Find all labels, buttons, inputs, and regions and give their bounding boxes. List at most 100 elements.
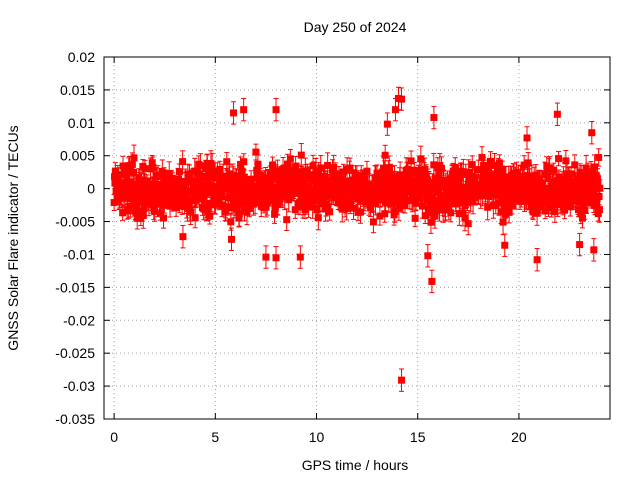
data-point (140, 205, 148, 213)
y-axis-label: GNSS Solar Flare indicator / TECUs (5, 125, 21, 350)
data-point (529, 208, 537, 216)
data-point (425, 205, 433, 213)
data-point (461, 214, 469, 222)
data-point (301, 205, 309, 213)
y-tick-label: 0.02 (68, 49, 95, 65)
data-point (119, 209, 127, 217)
x-tick-label: 15 (410, 429, 426, 445)
data-point (499, 179, 507, 187)
data-point (451, 174, 459, 182)
data-point (417, 155, 425, 163)
data-point (583, 197, 591, 205)
data-point (367, 204, 375, 212)
data-point (422, 190, 430, 198)
data-point (429, 178, 437, 186)
data-point (447, 209, 455, 217)
data-point (398, 95, 406, 103)
data-point (266, 192, 274, 200)
data-point (160, 214, 168, 222)
data-point (283, 178, 291, 186)
data-point (281, 193, 289, 201)
data-point (369, 218, 377, 226)
data-point (448, 195, 456, 203)
data-point (524, 159, 532, 167)
data-point (169, 179, 177, 187)
data-point (179, 158, 187, 166)
data-point (360, 175, 368, 183)
data-point (317, 164, 325, 172)
data-point (405, 172, 413, 180)
data-point (245, 205, 253, 213)
data-point (455, 210, 463, 218)
data-point (387, 200, 395, 208)
data-point (168, 198, 176, 206)
data-point (571, 161, 579, 169)
data-point (404, 165, 412, 173)
data-point (341, 177, 349, 185)
y-tick-label: -0.01 (63, 246, 95, 262)
data-point (391, 106, 399, 114)
data-point (251, 199, 259, 207)
data-point (267, 176, 275, 184)
data-point (240, 173, 248, 181)
data-point (576, 169, 584, 177)
data-point (437, 164, 445, 172)
data-point (424, 252, 432, 260)
data-point (222, 206, 230, 214)
y-tick-label: -0.035 (55, 411, 95, 427)
data-point (389, 194, 397, 202)
data-point (433, 176, 441, 184)
data-point (228, 235, 236, 243)
data-point (563, 170, 571, 178)
data-point (130, 154, 138, 162)
data-point (320, 188, 328, 196)
data-point (435, 206, 443, 214)
data-point (279, 169, 287, 177)
data-point (421, 212, 429, 220)
data-point (398, 376, 406, 384)
data-point (484, 203, 492, 211)
data-point (431, 212, 439, 220)
data-point (254, 160, 262, 168)
data-point (495, 199, 503, 207)
data-point (175, 168, 183, 176)
data-point (422, 172, 430, 180)
data-point (486, 157, 494, 165)
data-point (335, 171, 343, 179)
data-point (110, 199, 118, 207)
data-point (555, 155, 563, 163)
data-point (147, 191, 155, 199)
data-point (553, 110, 561, 118)
data-point (591, 163, 599, 171)
data-point (551, 194, 559, 202)
data-point (234, 181, 242, 189)
data-point (561, 206, 569, 214)
data-point (427, 218, 435, 226)
data-point (435, 170, 443, 178)
y-tick-label: -0.025 (55, 345, 95, 361)
data-point (445, 205, 453, 213)
data-point (433, 202, 441, 210)
data-point (546, 164, 554, 172)
data-point (377, 194, 385, 202)
data-point (291, 206, 299, 214)
data-point (457, 183, 465, 191)
data-point (523, 134, 531, 142)
data-point (187, 208, 195, 216)
data-point (356, 208, 364, 216)
data-point (567, 170, 575, 178)
data-point (350, 204, 358, 212)
data-point (262, 253, 270, 261)
data-point (224, 177, 232, 185)
data-point (309, 203, 317, 211)
data-point (141, 165, 149, 173)
data-point (380, 165, 388, 173)
data-point (349, 191, 357, 199)
data-point (507, 194, 515, 202)
data-point (128, 160, 136, 168)
data-point (497, 208, 505, 216)
data-point (435, 186, 443, 194)
data-point (138, 189, 146, 197)
data-point (263, 181, 271, 189)
